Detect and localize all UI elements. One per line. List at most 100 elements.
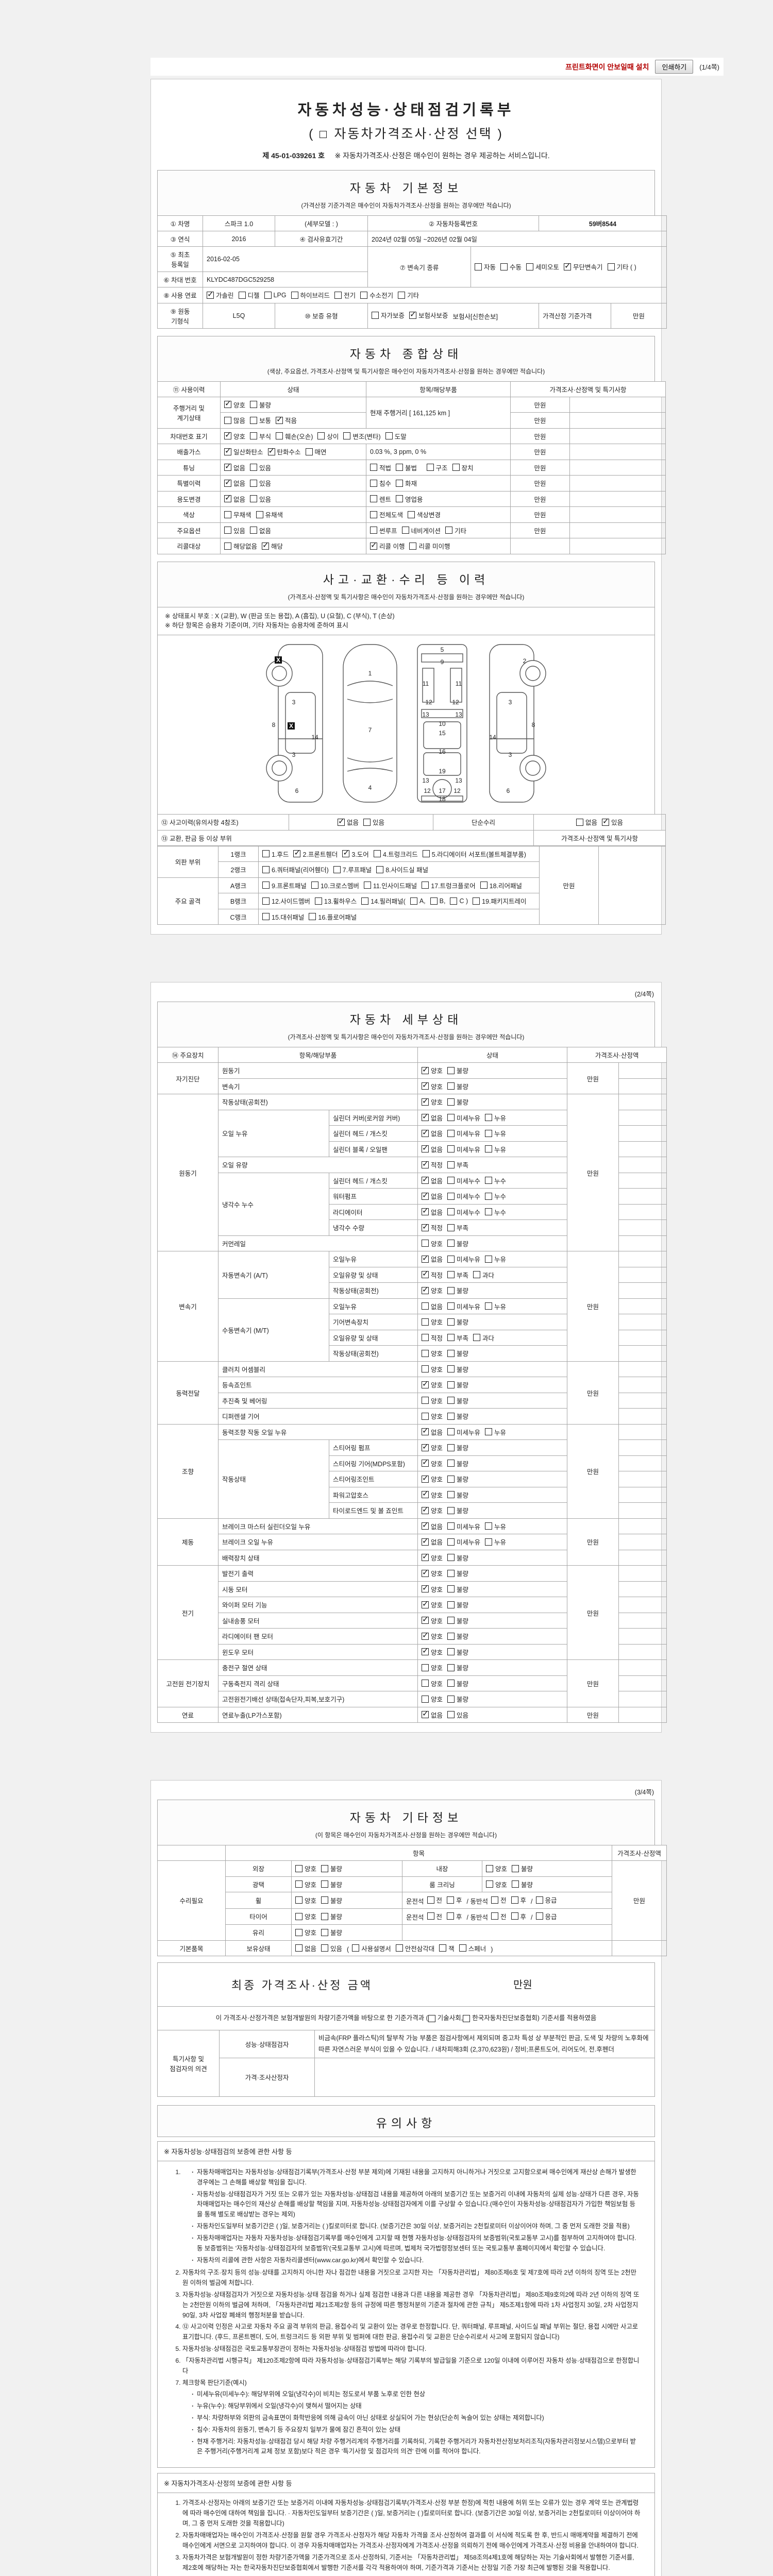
cell: 단순수리 <box>433 814 534 831</box>
cell: 0.03 %, 3 ppm, 0 % <box>366 444 511 460</box>
cell: C랭크 <box>218 908 259 925</box>
checkbox-option: 6.쿼터패널(리어휀더) <box>262 865 329 874</box>
section-note: (가격조사·산정액 및 특기사항은 매수인이 자동차가격조사·산정을 원하는 경… <box>288 593 525 601</box>
notice-item: 체크항목 판단기준(예시)미세누유(미세누수): 해당부위에 오일(냉각수)이 … <box>182 2378 641 2457</box>
cell: 조향 <box>157 1423 219 1519</box>
cell <box>618 1518 667 1534</box>
cell: 만원 <box>567 1565 619 1660</box>
checkbox-icon <box>447 1365 455 1372</box>
checkbox-icon <box>447 1208 455 1215</box>
checkbox-option: 없음 <box>224 478 245 488</box>
checkbox-option: 14.필러패널( <box>361 896 406 906</box>
checkbox-icon <box>447 1428 455 1435</box>
cell <box>618 1565 667 1582</box>
checkbox-checked-icon <box>293 848 301 857</box>
cell: 스티어링 기어(MDPS포함) <box>328 1455 418 1471</box>
panel-number: 19 <box>439 768 446 775</box>
checkbox-option: 수소전기 <box>360 290 393 300</box>
cell: 양호 불량 <box>417 1471 568 1487</box>
cell: 없음 미세누수 누수 <box>417 1172 568 1189</box>
checkbox-icon <box>422 1412 429 1420</box>
basic-info-table: ① 차명 스파크 1.0 (세부모델 : ) ② 자동차등록번호 59버8544 ③ 연식… <box>157 215 667 329</box>
checkbox-option: 불량 <box>321 1911 342 1921</box>
panel-number: 13 <box>422 777 429 784</box>
cell: 양호 불량 <box>417 1675 568 1691</box>
panel-number: 14 <box>489 734 496 741</box>
checkbox-option: 부족 <box>447 1160 468 1170</box>
cell: 썬루프 네비게이션 기타 <box>366 522 511 538</box>
cell <box>618 1628 667 1645</box>
notice-bullet: 자동차성능·상태점검자가 거짓 또는 오류가 있는 자동차성능·상태점검 내용을… <box>192 2190 641 2221</box>
cell: 광택 <box>225 1876 292 1892</box>
checkbox-icon <box>486 1880 493 1888</box>
checkbox-option: 양호 <box>422 1285 443 1295</box>
checkbox-icon <box>314 897 322 905</box>
cell: 가격산정 기준가격 <box>539 302 611 329</box>
checkbox-option: 16.플로어패널 <box>309 912 357 922</box>
checkbox-option: 미세누유 <box>447 1128 480 1138</box>
checkbox-icon <box>360 291 368 299</box>
checkbox-icon <box>428 2014 435 2022</box>
checkbox-option: 장치 <box>452 463 474 472</box>
table-row: ⑧ 사용 연료 가솔린 디젤 LPG 하이브리드 전기 수소전기 기타 <box>157 287 667 303</box>
notice-bullet: 자동차인도일부터 보증기간은 ( )일, 보증거리는 ( )킬로미터로 합니다.… <box>192 2222 641 2232</box>
checkbox-option: 양호 <box>422 1663 443 1672</box>
checkbox-icon <box>459 1944 466 1952</box>
checkbox-option: 구조 <box>426 463 448 472</box>
table-row: 오일유량 및 상태 적정 부족 과다 <box>158 1329 667 1346</box>
section-title: 사고·교환·수리 등 이력 <box>323 572 490 586</box>
checkbox-option: LPG <box>264 291 287 299</box>
checkbox-icon <box>500 263 508 270</box>
subtitle: ( 자동차가격조사·산정 선택 ) <box>309 127 503 141</box>
cell <box>157 1845 226 1861</box>
checkbox-icon <box>485 1255 493 1263</box>
cell: 양호 불량 <box>417 1565 568 1582</box>
checkbox-icon <box>427 1912 434 1920</box>
checkbox-icon <box>422 1349 429 1357</box>
checkbox-icon <box>295 1880 303 1888</box>
cell <box>569 459 666 476</box>
cell: 브레이크 마스터 실린더오일 누유 <box>217 1518 418 1534</box>
table-row: 실린더 헤드 / 개스킷 없음 미세누유 누유 <box>158 1125 667 1142</box>
notice-box-1: ※ 자동차성능·상태점검의 보증에 관한 사항 등 자동차매매업자는 자동차성능… <box>157 2141 655 2468</box>
checkbox-icon <box>370 464 377 471</box>
checkbox-icon <box>475 263 482 270</box>
cell: 고전원 전기장치 <box>157 1659 219 1707</box>
checkbox-checked-icon <box>224 493 231 502</box>
checkbox-icon <box>447 1129 455 1137</box>
checkbox-icon <box>491 1896 498 1904</box>
checkbox-option: 적법 <box>370 463 391 472</box>
print-install-link[interactable]: 프린트화면이 안보일때 설치 <box>565 62 649 71</box>
notice-box-2: ※ 자동차가격조사·산정의 보증에 관한 사항 등 가격조사·산정자는 아래의 … <box>157 2473 655 2576</box>
car-damage-diagram: 3 8 14 3 6 1 7 4 5 9 11 11 12 12 13 13 10 15 16 19 13 13 12 12 1… <box>157 635 655 814</box>
section-title: 유의사항 <box>376 2116 436 2130</box>
checkbox-option: 19.패키지트레이 <box>473 896 527 906</box>
checkbox-option: 보험사보증 <box>409 310 448 320</box>
checkbox-option: 10.크로스멤버 <box>311 880 359 890</box>
cell: 적법 불법 구조 장치 <box>366 459 511 476</box>
document-number: 제 45-01-039261 호 <box>262 151 325 160</box>
checkbox-option: 양호 <box>422 1583 443 1594</box>
checkbox-icon <box>311 882 318 889</box>
table-row: 고전원 전기장치 충전구 절연 상태 양호 불량 만원 <box>157 1659 667 1707</box>
cell: 스파크 1.0 <box>203 215 275 231</box>
cell: 휠 <box>225 1892 292 1909</box>
checkbox-option: 잭 <box>439 1943 455 1953</box>
text: / 동반석 <box>466 1897 488 1905</box>
checkbox-option: 불량 <box>447 1694 468 1704</box>
cell: 실내송풍 모터 <box>217 1612 418 1629</box>
table-row: 파워고압호스 양호 불량 <box>158 1486 667 1503</box>
cell: 커먼레일 <box>217 1235 418 1251</box>
checkbox-option: 불량 <box>447 1396 468 1405</box>
panel-number: 16 <box>439 748 446 755</box>
cell: 리콜대상 <box>157 538 221 554</box>
checkbox-checked-icon <box>422 1583 429 1592</box>
print-button[interactable]: 인쇄하기 <box>655 60 694 74</box>
checkbox-option: 불량 <box>447 1474 468 1484</box>
cell: 양호 불량 <box>417 1549 568 1566</box>
table-row: 광택 양호 불량 룸 크리닝 양호 불량 <box>158 1876 667 1892</box>
checkbox-checked-icon <box>422 1599 429 1608</box>
checkbox-option: 3.도어 <box>342 848 369 859</box>
cell: 윈도우 모터 <box>217 1643 418 1660</box>
